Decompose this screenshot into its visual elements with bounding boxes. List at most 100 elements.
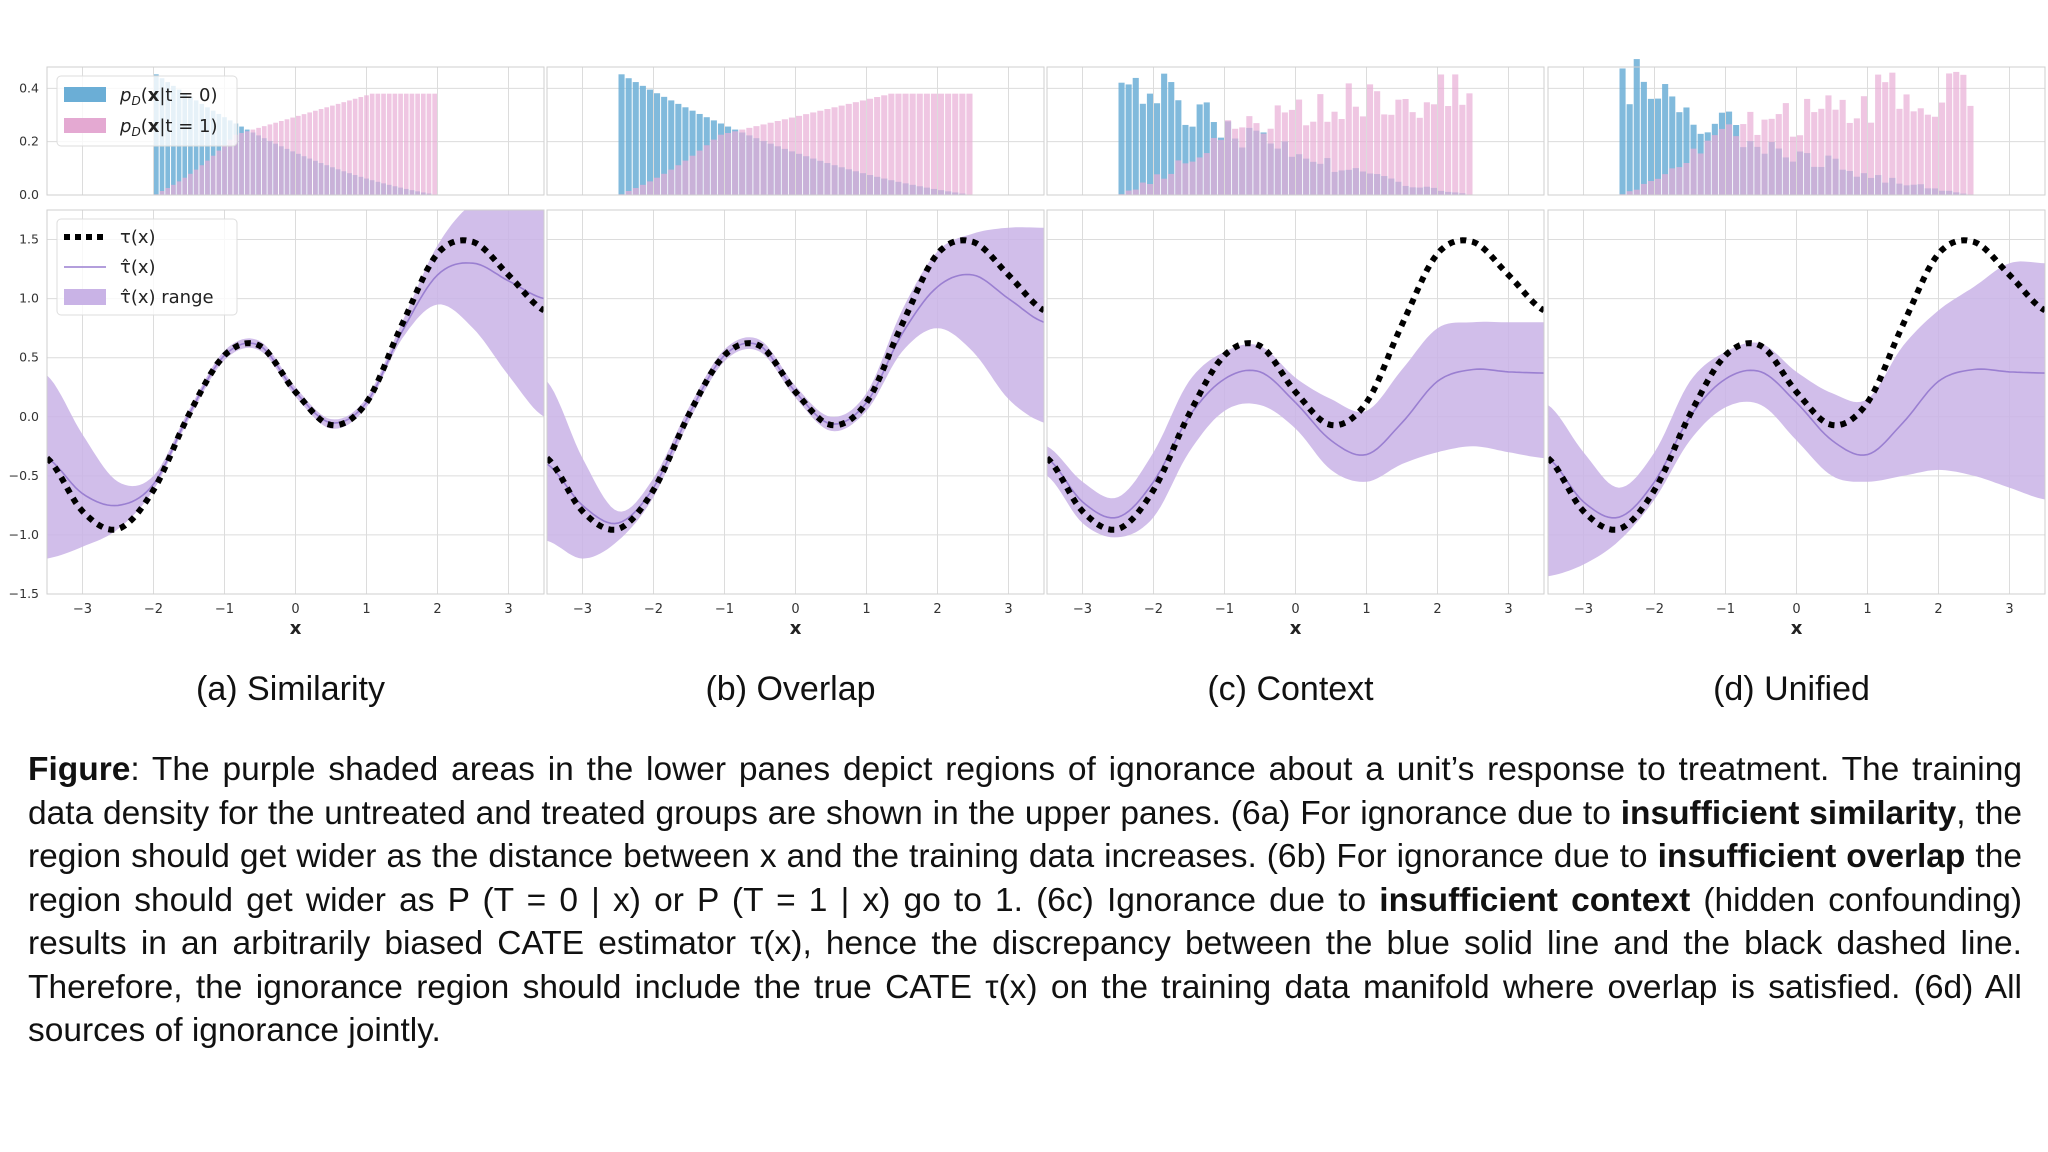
hist-bar-treated [358, 97, 364, 195]
hist-bar-treated [824, 109, 831, 195]
hist-bar-untreated [1662, 84, 1669, 195]
hist-bar-treated [767, 122, 774, 195]
cate-frame [546, 209, 1045, 595]
hist-bar-treated [1726, 124, 1733, 195]
panel-title: (a) Similarity [196, 670, 385, 708]
hist-bar-treated [909, 93, 916, 195]
hist-bar-untreated [654, 93, 661, 195]
hist-bar-treated [1217, 139, 1224, 195]
hist-bar-treated [1409, 112, 1416, 195]
hist-bar-treated [1967, 105, 1974, 195]
hist-bar-treated [347, 100, 352, 195]
hist-bar-treated [1690, 148, 1697, 195]
hist-bar-treated [938, 93, 945, 195]
hist-bar-treated [1924, 114, 1931, 195]
hist-bar-untreated [632, 82, 639, 195]
hist-bar-treated [1676, 167, 1683, 195]
density-y-tick-label: 0.4 [19, 80, 39, 95]
caption-part: , the region should get wider as the dis… [28, 794, 2022, 876]
hist-bar-untreated [1640, 81, 1647, 195]
hist-bar-treated [1225, 120, 1232, 195]
hist-bar-untreated [205, 107, 210, 195]
cate-y-tick-label: 1.0 [19, 291, 39, 306]
hist-bar-treated [838, 105, 845, 195]
x-tick-label: −3 [573, 602, 592, 617]
hist-bar-untreated [1633, 59, 1640, 195]
cate-y-tick-label: 1.5 [19, 232, 39, 247]
hist-bar-treated [1161, 178, 1168, 195]
legend-label: pD(x|t = 0) [119, 85, 217, 108]
caption-part-bold: insufficient context [1379, 881, 1691, 919]
hist-bar-treated [1189, 161, 1196, 195]
hist-bar-untreated [1189, 126, 1196, 195]
hist-bar-treated [746, 127, 753, 195]
hist-bar-treated [1374, 91, 1381, 195]
legend-label: pD(x|t = 1) [119, 116, 217, 139]
hist-bar-treated [1917, 108, 1924, 195]
hist-bar-treated [1896, 108, 1903, 195]
hist-bar-treated [244, 131, 250, 195]
hist-bar-treated [1875, 74, 1882, 195]
hist-bar-treated [1718, 128, 1725, 195]
hist-bar-treated [261, 126, 267, 195]
hist-bar-untreated [1146, 93, 1153, 195]
hist-bar-treated [774, 121, 781, 195]
hist-bar-treated [1175, 160, 1182, 195]
x-tick-label: 2 [433, 602, 441, 617]
hist-bar-treated [426, 93, 432, 195]
x-tick-label: 0 [291, 602, 299, 617]
hist-bar-treated [1946, 73, 1953, 195]
hist-bar-treated [1196, 157, 1203, 195]
caption-part: : The purple shaded areas in the lower p… [28, 751, 2022, 832]
hist-bar-untreated [1196, 104, 1203, 195]
hist-bar-treated [1303, 125, 1310, 195]
hist-bar-treated [1811, 112, 1818, 195]
density-y-tick-label: 0.0 [19, 187, 39, 202]
hist-bar-treated [1267, 128, 1274, 195]
hist-bar-treated [1139, 182, 1146, 195]
hist-bar-treated [796, 115, 803, 195]
hist-bar-untreated [618, 74, 625, 195]
hist-bar-treated [1246, 116, 1253, 195]
tau-hat-range-band [47, 210, 544, 559]
hist-bar-untreated [1118, 82, 1125, 195]
hist-bar-treated [1381, 114, 1388, 195]
hist-bar-untreated [625, 78, 632, 195]
hist-bar-treated [1154, 174, 1161, 195]
x-axis-label: x [790, 618, 802, 639]
tau-hat-range-band [1548, 261, 2045, 577]
x-tick-label: −1 [1716, 602, 1735, 617]
x-tick-label: −2 [644, 602, 663, 617]
tau-hat-line [1047, 368, 1544, 519]
hist-bar-untreated [675, 103, 682, 195]
legend-label: τ̂(x) range [120, 287, 214, 308]
hist-bar-treated [675, 165, 682, 195]
hist-bar-treated [1761, 119, 1768, 195]
hist-bar-treated [1430, 104, 1437, 195]
hist-bar-untreated [1669, 96, 1676, 195]
hist-bar-untreated [1175, 100, 1182, 195]
hist-bar-treated [205, 160, 210, 195]
hist-bar-treated [1775, 114, 1782, 195]
hist-bar-treated [668, 169, 675, 195]
hist-bar-treated [318, 109, 324, 195]
true-tau-line [1548, 237, 2045, 533]
hist-bar-treated [165, 188, 171, 195]
density-frame [1547, 66, 2046, 196]
density-y-tick-label: 0.2 [19, 134, 39, 149]
hist-bar-treated [781, 119, 788, 195]
hist-bar-treated [732, 131, 739, 195]
hist-bar-treated [689, 155, 696, 195]
hist-bar-treated [916, 93, 923, 195]
hist-bar-treated [1882, 82, 1889, 195]
panel-title: (b) Overlap [705, 670, 875, 708]
hist-bar-treated [267, 124, 273, 195]
tau-hat-line [1548, 368, 2045, 519]
density-panel [1046, 66, 1545, 196]
plot-area [547, 227, 1044, 559]
hist-bar-treated [307, 112, 313, 195]
hist-bar-treated [1868, 122, 1875, 195]
x-tick-label: 1 [1863, 602, 1871, 617]
density-panel [1547, 59, 2046, 196]
hist-bar-treated [1740, 124, 1747, 195]
